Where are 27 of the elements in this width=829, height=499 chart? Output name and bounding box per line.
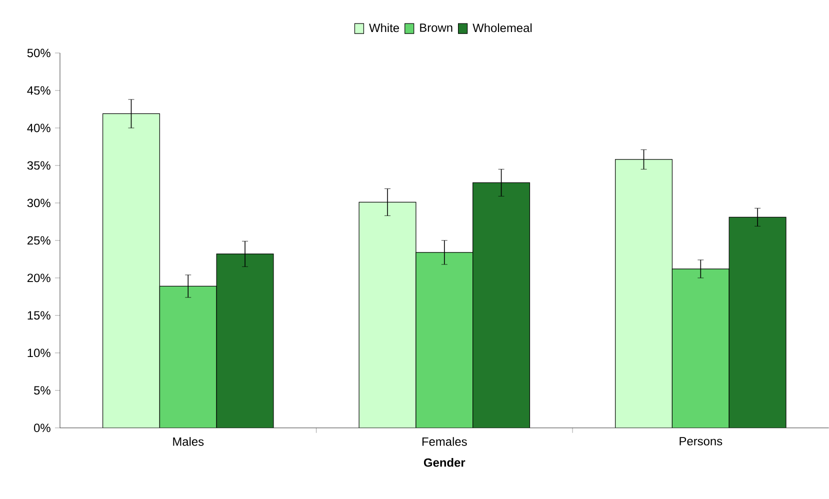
bar bbox=[416, 252, 473, 428]
bar bbox=[728, 216, 786, 428]
y-tick-label: 20% bbox=[27, 274, 50, 282]
y-tick-label: 5% bbox=[34, 386, 50, 395]
y-tick-label: 50% bbox=[27, 48, 50, 58]
y-tick-label: 0% bbox=[34, 424, 50, 432]
y-tick-label: 40% bbox=[27, 124, 50, 132]
bar bbox=[472, 182, 530, 428]
bar bbox=[615, 159, 673, 428]
y-tick-label: 35% bbox=[27, 161, 50, 170]
bar bbox=[672, 268, 730, 428]
legend-label: White bbox=[369, 23, 400, 32]
bar bbox=[359, 202, 416, 428]
y-tick-label: 10% bbox=[28, 348, 50, 358]
x-tick-label: Males bbox=[173, 437, 204, 446]
x-tick-label: Females bbox=[422, 437, 467, 446]
legend-label: Wholemeal bbox=[472, 23, 532, 32]
legend-label: Brown bbox=[420, 24, 452, 32]
y-tick-label: 25% bbox=[27, 236, 50, 245]
bar bbox=[160, 286, 217, 428]
y-tick-label: 30% bbox=[27, 198, 50, 208]
y-tick-label: 45% bbox=[27, 86, 50, 95]
x-tick-label: Persons bbox=[680, 437, 722, 446]
bar bbox=[216, 254, 274, 428]
x-axis-title: Gender bbox=[424, 458, 466, 467]
y-tick-label: 15% bbox=[28, 311, 50, 320]
bar bbox=[102, 114, 160, 428]
